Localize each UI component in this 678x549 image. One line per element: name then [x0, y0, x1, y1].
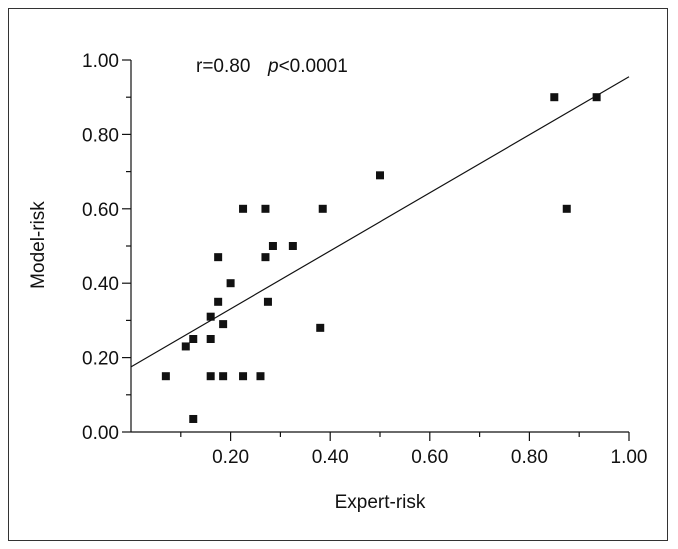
y-tick-label: 0.20: [82, 349, 119, 370]
data-point: [316, 323, 325, 332]
regression-line: [130, 76, 630, 368]
x-tick-label: 0.20: [212, 447, 249, 468]
data-point: [206, 312, 215, 321]
x-tick-label: 0.80: [511, 447, 548, 468]
data-point: [288, 242, 297, 250]
annotation-p-value: <0.0001: [279, 56, 348, 77]
data-points: [161, 93, 601, 423]
data-point: [206, 335, 215, 343]
data-point: [318, 204, 327, 213]
data-point: [263, 297, 272, 306]
x-tick-label: 1.00: [611, 447, 648, 468]
data-point: [261, 204, 270, 213]
data-point: [226, 279, 235, 288]
regression-line-group: [130, 76, 630, 368]
x-tick-label: 0.40: [312, 447, 349, 468]
data-point: [550, 93, 559, 102]
y-tick-label: 0.80: [82, 125, 119, 146]
annotation-p-symbol: p: [267, 56, 279, 77]
data-point: [206, 372, 215, 381]
data-point: [214, 253, 223, 262]
data-point: [219, 320, 228, 329]
y-tick-label: 0.40: [82, 274, 119, 295]
axes: 0.00 0.20 0.40 0.60 0.80 1.00 0.20 0.40 0.60 0.80…: [82, 51, 647, 468]
data-point: [189, 414, 198, 423]
annotation-r: r=0.80: [196, 56, 250, 77]
data-point: [592, 93, 601, 102]
data-point: [219, 372, 228, 381]
y-tick-label: 0.60: [82, 200, 119, 221]
labels: r=0.80 p<0.0001 Expert-risk Model-risk: [28, 56, 426, 513]
data-point: [562, 204, 571, 213]
y-axis-label: Model-risk: [28, 201, 49, 289]
data-point: [261, 253, 270, 262]
data-point: [239, 372, 248, 381]
annotation-p: p<0.0001: [267, 56, 348, 77]
data-point: [268, 242, 277, 250]
data-point: [189, 335, 198, 343]
data-point: [214, 297, 223, 306]
y-tick-label: 1.00: [82, 51, 119, 72]
x-tick-label: 0.60: [411, 447, 448, 468]
data-point: [181, 342, 190, 351]
data-point: [256, 372, 265, 381]
data-point: [239, 204, 248, 213]
y-tick-label: 0.00: [82, 423, 119, 444]
data-point: [161, 372, 170, 381]
x-axis-label: Expert-risk: [335, 492, 426, 513]
data-point: [376, 171, 384, 180]
